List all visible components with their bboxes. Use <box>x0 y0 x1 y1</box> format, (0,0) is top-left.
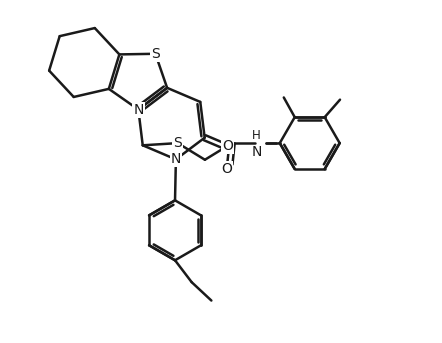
Text: S: S <box>173 136 182 150</box>
Text: S: S <box>151 47 160 61</box>
Text: N: N <box>171 152 181 166</box>
Text: O: O <box>222 139 233 153</box>
Text: O: O <box>221 162 232 176</box>
Text: N: N <box>133 103 144 117</box>
Text: H: H <box>252 129 261 142</box>
Text: N: N <box>251 145 262 159</box>
